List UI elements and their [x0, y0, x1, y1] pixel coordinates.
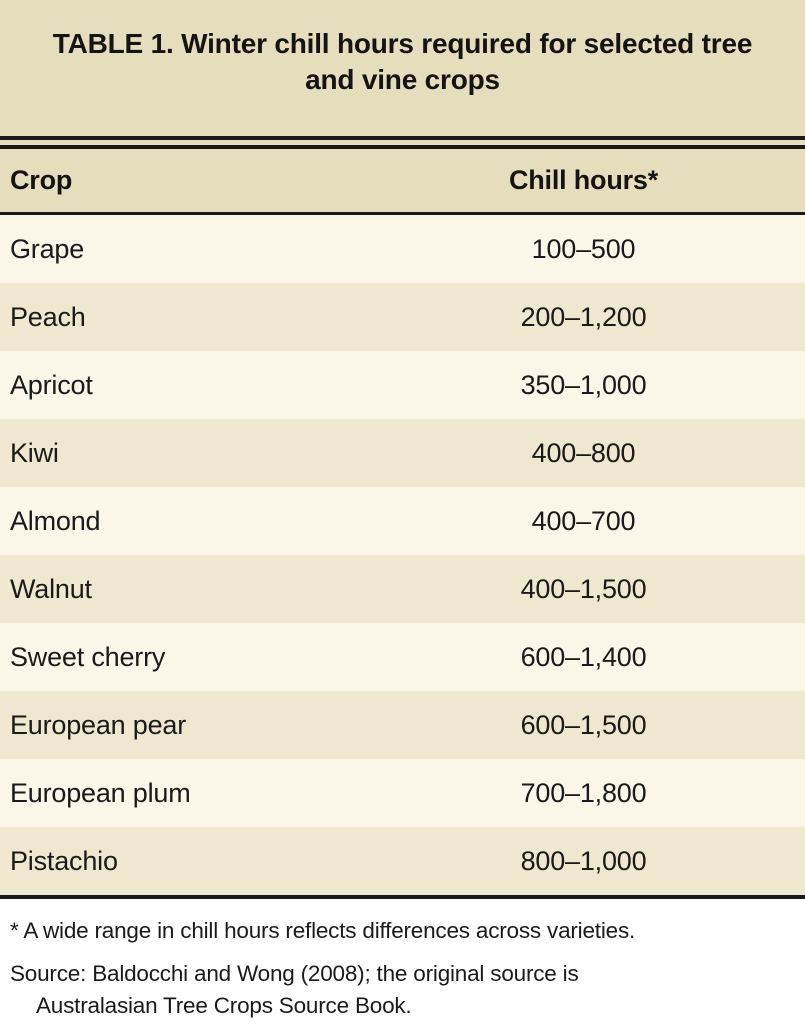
table-row: European plum 700–1,800 [0, 759, 805, 827]
cell-chill-hours: 400–800 [531, 437, 636, 468]
cell-crop: Pistachio [10, 845, 118, 876]
footnote-source: Source: Baldocchi and Wong (2008); the o… [10, 958, 787, 1022]
cell-crop: Peach [10, 301, 86, 332]
table-row: Walnut 400–1,500 [0, 555, 805, 623]
column-header-chill-hours: Chill hours* [508, 165, 659, 195]
divider-top-inner [0, 145, 805, 149]
table-row: Grape 100–500 [0, 215, 805, 283]
cell-crop: Kiwi [10, 437, 59, 468]
table-row: Apricot 350–1,000 [0, 351, 805, 419]
divider-header-bottom [0, 212, 805, 215]
table-row: Almond 400–700 [0, 487, 805, 555]
cell-crop: Sweet cherry [10, 641, 166, 672]
cell-chill-hours: 400–700 [531, 505, 636, 536]
column-header-crop: Crop [10, 165, 73, 195]
table-title-band: TABLE 1. Winter chill hours required for… [0, 0, 805, 136]
table-row: Sweet cherry 600–1,400 [0, 623, 805, 691]
cell-chill-hours: 350–1,000 [520, 369, 647, 400]
table-row: European pear 600–1,500 [0, 691, 805, 759]
divider-gap [0, 140, 805, 145]
table-row: Pistachio 800–1,000 [0, 827, 805, 895]
cell-chill-hours: 700–1,800 [520, 777, 647, 808]
table-row: Kiwi 400–800 [0, 419, 805, 487]
table-body: Grape 100–500 Peach 200–1,200 Apricot 35… [0, 215, 805, 895]
cell-crop: Grape [10, 233, 85, 264]
cell-crop: Apricot [10, 369, 93, 400]
cell-crop: European plum [10, 777, 191, 808]
page-title: TABLE 1. Winter chill hours required for… [52, 28, 753, 95]
cell-chill-hours: 100–500 [531, 233, 636, 264]
cell-chill-hours: 200–1,200 [520, 301, 647, 332]
footnote-source-line-1: Source: Baldocchi and Wong (2008); the o… [10, 960, 579, 986]
table-header-row: Crop Chill hours* [0, 149, 805, 212]
cell-chill-hours: 400–1,500 [520, 573, 647, 604]
footnote-asterisk: * A wide range in chill hours reflects d… [10, 918, 636, 943]
cell-chill-hours: 800–1,000 [520, 845, 647, 876]
divider-top-outer [0, 136, 805, 140]
cell-crop: Almond [10, 505, 101, 536]
footnotes: * A wide range in chill hours reflects d… [0, 899, 805, 1022]
divider-table-bottom [0, 895, 805, 899]
cell-chill-hours: 600–1,400 [520, 641, 647, 672]
footnote-source-line-2: Australasian Tree Crops Source Book. [36, 992, 412, 1018]
table-row: Peach 200–1,200 [0, 283, 805, 351]
cell-crop: European pear [10, 709, 187, 740]
cell-chill-hours: 600–1,500 [520, 709, 647, 740]
cell-crop: Walnut [10, 573, 92, 604]
